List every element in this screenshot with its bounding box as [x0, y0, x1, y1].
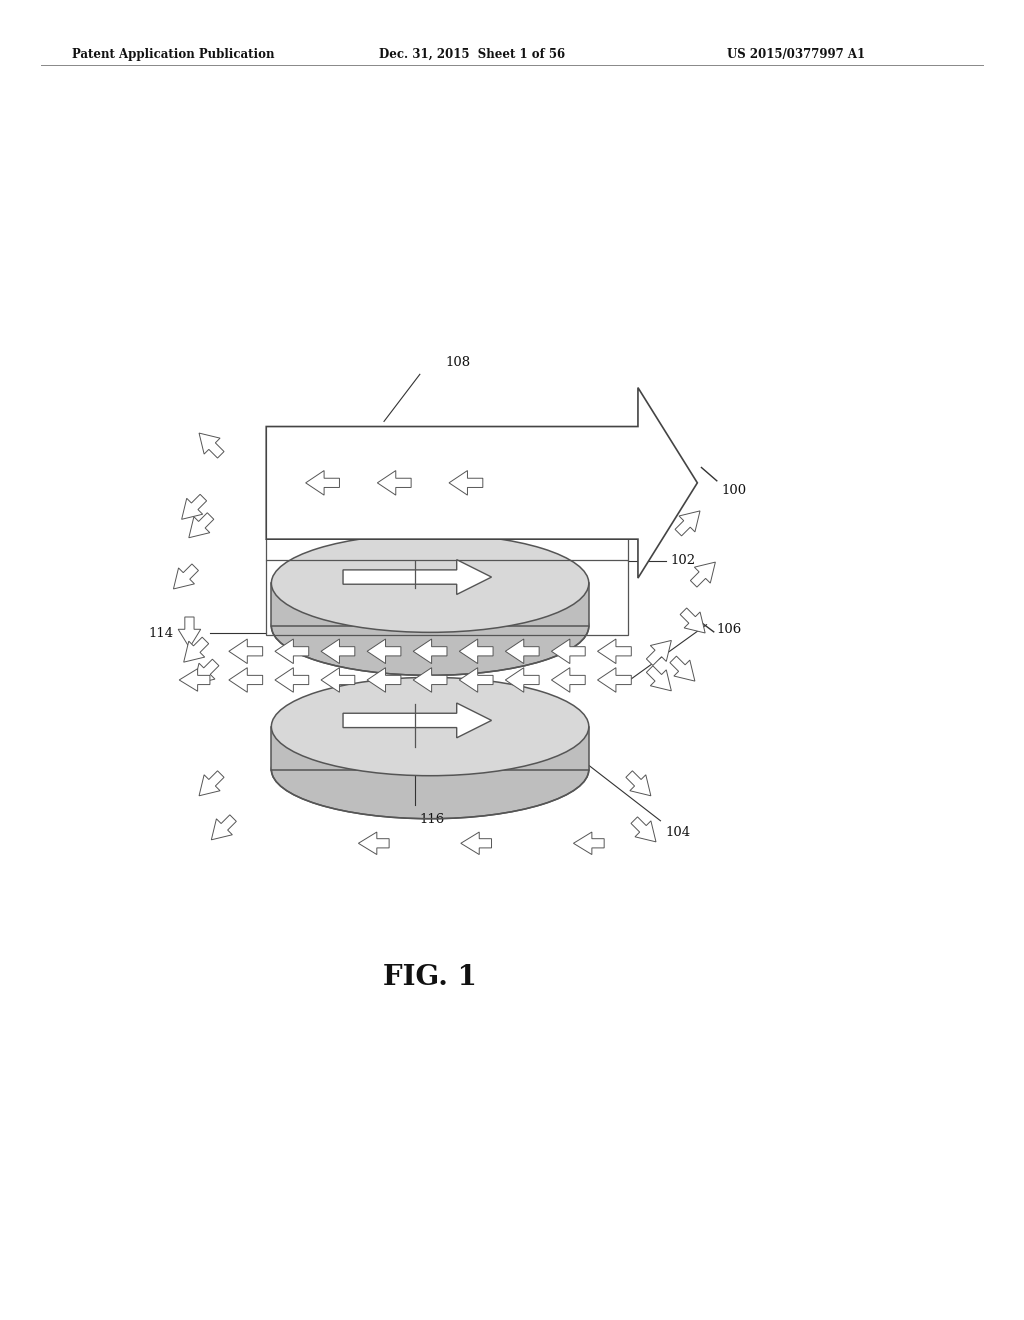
Polygon shape: [343, 560, 492, 594]
Polygon shape: [229, 639, 262, 664]
Polygon shape: [194, 659, 219, 684]
Polygon shape: [675, 511, 700, 536]
Text: Patent Application Publication: Patent Application Publication: [72, 48, 274, 61]
Polygon shape: [505, 668, 539, 692]
Polygon shape: [199, 433, 224, 458]
Polygon shape: [211, 814, 237, 840]
Polygon shape: [188, 512, 214, 537]
Polygon shape: [459, 639, 494, 664]
Polygon shape: [179, 669, 210, 692]
Polygon shape: [597, 639, 631, 664]
Polygon shape: [646, 665, 672, 690]
Polygon shape: [183, 638, 209, 663]
Polygon shape: [266, 388, 697, 578]
Polygon shape: [631, 817, 656, 842]
Polygon shape: [459, 668, 494, 692]
Polygon shape: [449, 470, 483, 495]
Polygon shape: [414, 639, 447, 664]
Ellipse shape: [271, 721, 589, 818]
Polygon shape: [368, 639, 401, 664]
Polygon shape: [173, 564, 199, 589]
Polygon shape: [275, 668, 309, 692]
Text: Dec. 31, 2015  Sheet 1 of 56: Dec. 31, 2015 Sheet 1 of 56: [379, 48, 565, 61]
Polygon shape: [626, 771, 651, 796]
Text: 114: 114: [148, 627, 174, 640]
Polygon shape: [670, 656, 695, 681]
Text: 106: 106: [717, 623, 742, 636]
Polygon shape: [271, 583, 589, 626]
Polygon shape: [505, 639, 539, 664]
Text: US 2015/0377997 A1: US 2015/0377997 A1: [727, 48, 865, 61]
Polygon shape: [551, 639, 586, 664]
Polygon shape: [378, 470, 412, 495]
Polygon shape: [690, 562, 716, 587]
Polygon shape: [305, 470, 340, 495]
Polygon shape: [461, 832, 492, 854]
Polygon shape: [368, 668, 401, 692]
Polygon shape: [229, 668, 262, 692]
Ellipse shape: [271, 677, 589, 776]
Text: FIG. 1: FIG. 1: [383, 964, 477, 991]
Text: 100: 100: [722, 484, 748, 496]
Text: 102: 102: [671, 554, 696, 568]
Polygon shape: [322, 668, 355, 692]
Text: 104: 104: [666, 826, 691, 840]
Text: 108: 108: [445, 356, 471, 370]
Polygon shape: [573, 832, 604, 854]
Ellipse shape: [271, 577, 589, 676]
Polygon shape: [271, 726, 589, 770]
Polygon shape: [178, 616, 201, 648]
Polygon shape: [414, 668, 447, 692]
Text: 116: 116: [420, 813, 445, 825]
Polygon shape: [343, 704, 492, 738]
Polygon shape: [358, 832, 389, 854]
Polygon shape: [322, 639, 355, 664]
Polygon shape: [597, 668, 631, 692]
Polygon shape: [551, 668, 586, 692]
Polygon shape: [275, 639, 309, 664]
Polygon shape: [680, 609, 706, 634]
Polygon shape: [199, 771, 224, 796]
Ellipse shape: [271, 535, 589, 632]
Polygon shape: [646, 640, 672, 665]
Polygon shape: [181, 494, 207, 519]
